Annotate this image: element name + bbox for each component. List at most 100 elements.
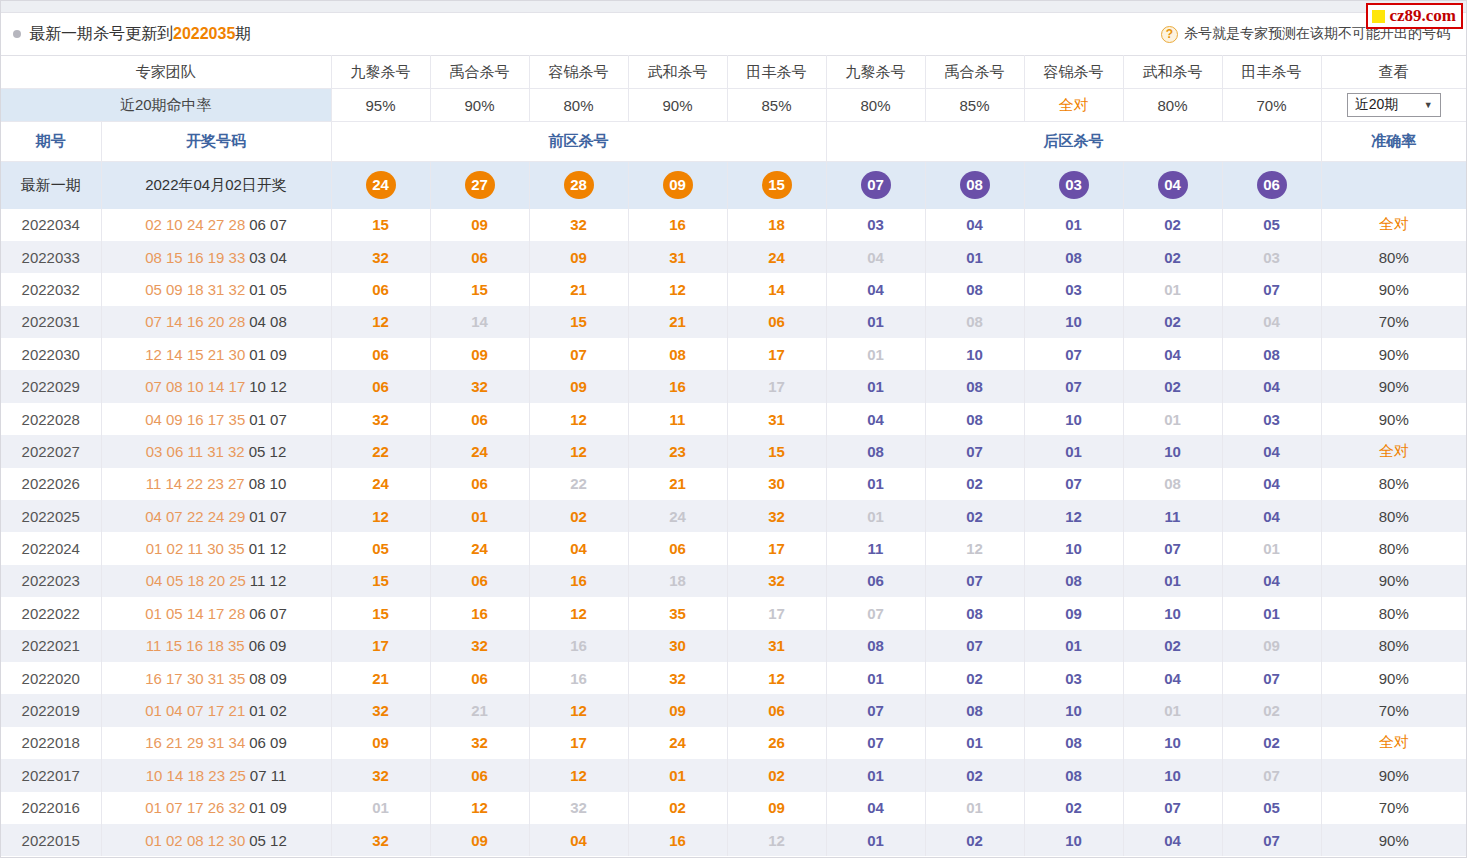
- back-kill-number: 05: [1222, 792, 1321, 824]
- front-kill-number: 12: [331, 306, 430, 338]
- back-kill-number: 07: [925, 630, 1024, 662]
- back-kill-number: 01: [1123, 565, 1222, 597]
- latest-draw-date: 2022年04月02日开奖: [101, 162, 331, 209]
- front-kill-number: 24: [727, 241, 826, 273]
- front-draw-numbers: 12 14 15 21 30: [145, 346, 245, 363]
- front-kill-number: 07: [529, 338, 628, 370]
- page-title: 最新一期杀号更新到2022035期: [29, 24, 251, 45]
- front-draw-numbers: 16 17 30 31 35: [145, 670, 245, 687]
- latest-back-kill-cell: 06: [1222, 162, 1321, 209]
- front-draw-numbers: 01 02 11 30 35: [146, 540, 245, 557]
- back-kill-number: 07: [1024, 338, 1123, 370]
- front-kill-number: 06: [430, 403, 529, 435]
- front-kill-number: 31: [727, 630, 826, 662]
- back-kill-ball: 06: [1257, 171, 1287, 199]
- front-kill-number: 17: [727, 532, 826, 564]
- back-kill-number: 02: [925, 759, 1024, 791]
- table-row: 202201501 02 08 12 3005 1232090416120102…: [1, 824, 1466, 856]
- front-kill-number: 21: [628, 306, 727, 338]
- front-kill-number: 17: [331, 630, 430, 662]
- front-kill-number: 35: [628, 597, 727, 629]
- back-kill-number: 01: [826, 370, 925, 402]
- front-draw-numbers: 04 09 16 17 35: [145, 411, 245, 428]
- back-draw-numbers: 05 12: [249, 443, 287, 460]
- front-draw-numbers: 04 07 22 24 29: [145, 508, 245, 525]
- title-suffix: 期: [235, 25, 251, 42]
- back-kill-number: 07: [1222, 273, 1321, 305]
- chevron-down-icon: ▼: [1424, 100, 1433, 110]
- accuracy-value: 90%: [1321, 370, 1466, 402]
- site-logo[interactable]: cz89.com: [1366, 3, 1463, 29]
- front-draw-numbers: 07 08 10 14 17: [145, 378, 245, 395]
- front-draw-numbers: 02 10 24 27 28: [145, 216, 245, 233]
- period-range-select[interactable]: 近20期 ▼: [1347, 93, 1441, 117]
- period-number: 2022021: [1, 630, 101, 662]
- front-kill-number: 09: [430, 209, 529, 241]
- table-row: 202202611 14 22 23 2708 1024062221300102…: [1, 468, 1466, 500]
- front-kill-number: 18: [727, 209, 826, 241]
- back-kill-number: 08: [925, 306, 1024, 338]
- accuracy-value: 90%: [1321, 759, 1466, 791]
- period-number: 2022018: [1, 727, 101, 759]
- accuracy-value: 80%: [1321, 532, 1466, 564]
- accuracy-value: 70%: [1321, 792, 1466, 824]
- front-kill-number: 11: [628, 403, 727, 435]
- front-kill-number: 16: [628, 824, 727, 856]
- table-row: 202201710 14 18 23 2507 1132061201020102…: [1, 759, 1466, 791]
- front-team-header: 禹合杀号: [430, 56, 529, 89]
- back-draw-numbers: 01 12: [249, 540, 287, 557]
- back-kill-number: 07: [1123, 532, 1222, 564]
- accuracy-value: 90%: [1321, 662, 1466, 694]
- front-kill-number: 31: [628, 241, 727, 273]
- table-row: 202203205 09 18 31 3201 0506152112140408…: [1, 273, 1466, 305]
- back-kill-number: 01: [826, 824, 925, 856]
- back-kill-number: 01: [826, 306, 925, 338]
- accuracy-value: 全对: [1321, 209, 1466, 241]
- back-kill-number: 07: [826, 727, 925, 759]
- accuracy-value: 90%: [1321, 338, 1466, 370]
- back-kill-number: 07: [1123, 792, 1222, 824]
- front-draw-numbers: 05 09 18 31 32: [145, 281, 245, 298]
- front-draw-numbers: 08 15 16 19 33: [145, 249, 245, 266]
- hit-rate-value: 85%: [727, 89, 826, 122]
- front-kill-number: 16: [628, 209, 727, 241]
- back-team-header: 禹合杀号: [925, 56, 1024, 89]
- front-kill-number: 06: [331, 370, 430, 402]
- top-strip: [1, 1, 1466, 13]
- table-row: 202202907 08 10 14 1710 1206320916170108…: [1, 370, 1466, 402]
- period-range-value: 近20期: [1355, 96, 1399, 114]
- question-icon: ?: [1161, 26, 1178, 43]
- back-kill-number: 04: [1222, 306, 1321, 338]
- front-draw-numbers: 03 06 11 31 32: [146, 443, 245, 460]
- draw-column-label: 开奖号码: [101, 122, 331, 162]
- front-kill-number: 09: [628, 694, 727, 726]
- front-draw-numbers: 11 14 22 23 27: [146, 475, 245, 492]
- latest-label: 最新一期: [1, 162, 101, 209]
- back-kill-number: 01: [1024, 435, 1123, 467]
- back-kill-number: 03: [1024, 273, 1123, 305]
- front-kill-number: 21: [529, 273, 628, 305]
- front-kill-number: 32: [628, 662, 727, 694]
- period-number: 2022017: [1, 759, 101, 791]
- back-kill-number: 07: [1222, 759, 1321, 791]
- period-number: 2022030: [1, 338, 101, 370]
- period-number: 2022033: [1, 241, 101, 273]
- accuracy-value: 90%: [1321, 565, 1466, 597]
- back-kill-number: 01: [826, 338, 925, 370]
- back-kill-number: 07: [925, 565, 1024, 597]
- front-kill-number: 12: [727, 662, 826, 694]
- period-number: 2022025: [1, 500, 101, 532]
- front-kill-number: 06: [628, 532, 727, 564]
- front-kill-number: 05: [331, 532, 430, 564]
- hit-rate-label: 近20期命中率: [1, 89, 331, 122]
- back-team-header: 九黎杀号: [826, 56, 925, 89]
- front-kill-number: 22: [331, 435, 430, 467]
- table-row: 202202304 05 18 20 2511 1215061618320607…: [1, 565, 1466, 597]
- back-kill-ball: 04: [1158, 171, 1188, 199]
- back-draw-numbers: 08 10: [249, 475, 287, 492]
- front-kill-number: 02: [529, 500, 628, 532]
- front-kill-number: 23: [628, 435, 727, 467]
- period-number: 2022015: [1, 824, 101, 856]
- back-draw-numbers: 06 09: [249, 734, 287, 751]
- front-kill-ball: 27: [465, 171, 495, 199]
